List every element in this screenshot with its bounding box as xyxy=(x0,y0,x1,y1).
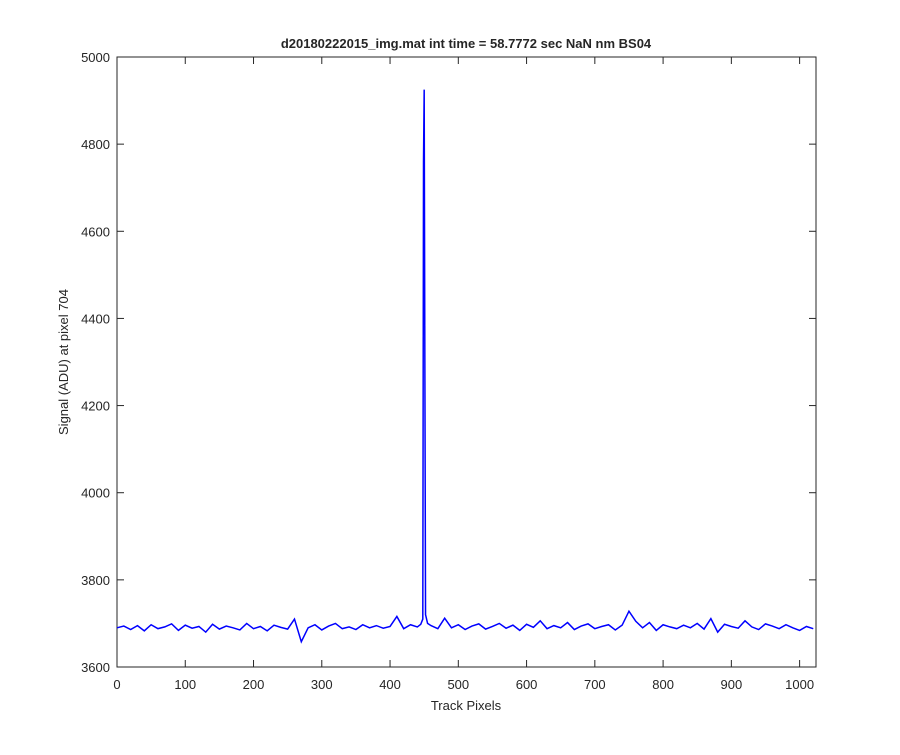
x-tick-label: 900 xyxy=(721,677,743,692)
x-tick-label: 400 xyxy=(379,677,401,692)
y-tick-label: 4000 xyxy=(81,486,110,501)
y-tick-label: 3600 xyxy=(81,660,110,675)
y-tick-label: 4600 xyxy=(81,224,110,239)
x-tick-label: 300 xyxy=(311,677,333,692)
x-tick-label: 1000 xyxy=(785,677,814,692)
x-tick-label: 0 xyxy=(113,677,120,692)
data-line xyxy=(116,89,814,644)
x-tick-label: 100 xyxy=(174,677,196,692)
y-tick-label: 4200 xyxy=(81,399,110,414)
plot-area xyxy=(116,56,817,668)
x-tick-label: 600 xyxy=(516,677,538,692)
x-tick-label: 800 xyxy=(652,677,674,692)
y-tick-label: 4400 xyxy=(81,311,110,326)
y-tick-label: 4800 xyxy=(81,137,110,152)
x-axis-label: Track Pixels xyxy=(431,698,502,713)
y-axis-label: Signal (ADU) at pixel 704 xyxy=(56,289,71,435)
chart-title: d20180222015_img.mat int time = 58.7772 … xyxy=(281,36,652,51)
y-tick-label: 3800 xyxy=(81,573,110,588)
x-tick-label: 500 xyxy=(447,677,469,692)
y-tick-label: 5000 xyxy=(81,50,110,65)
x-tick-label: 700 xyxy=(584,677,606,692)
x-tick-label: 200 xyxy=(243,677,265,692)
